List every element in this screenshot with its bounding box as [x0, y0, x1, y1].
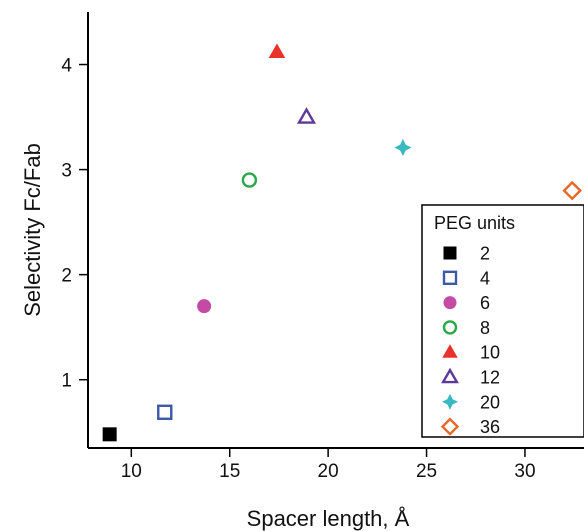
data-point-peg-10 [268, 43, 286, 58]
legend-label-peg-10: 10 [480, 343, 500, 363]
legend-marker-peg-20 [441, 393, 459, 410]
data-point-peg-6-shape [197, 299, 212, 314]
data-point-peg-8 [241, 172, 258, 188]
legend-marker-peg-8 [442, 320, 458, 335]
data-point-peg-4 [157, 404, 173, 420]
y-axis-title: Selectivity Fc/Fab [20, 143, 45, 317]
x-axis-title: Spacer length, Å [247, 506, 410, 531]
y-tick-label: 3 [61, 161, 72, 182]
legend-marker-peg-36 [440, 417, 460, 436]
legend-marker-peg-36-shape [440, 417, 460, 436]
legend-marker-peg-4-shape [442, 270, 458, 285]
data-point-peg-12 [296, 107, 317, 124]
data-point-peg-6 [197, 299, 212, 314]
data-point-peg-12-shape [296, 107, 317, 124]
x-tick-label: 25 [416, 461, 437, 482]
legend-label-peg-36: 36 [480, 417, 500, 437]
legend-marker-peg-2 [443, 246, 457, 260]
legend-label-peg-8: 8 [480, 318, 490, 338]
legend-label-peg-2: 2 [480, 244, 490, 264]
data-point-peg-20-shape [394, 138, 412, 157]
x-tick-label: 15 [219, 461, 240, 482]
data-point-peg-4-shape [157, 404, 173, 420]
legend-marker-peg-20-shape [441, 393, 459, 410]
legend-marker-peg-10 [442, 344, 458, 358]
legend-label-peg-20: 20 [480, 392, 500, 412]
data-point-peg-8-shape [241, 172, 258, 188]
data-points [102, 43, 583, 442]
legend-marker-peg-10-shape [442, 344, 458, 358]
legend-label-peg-4: 4 [480, 268, 490, 288]
y-tick-label: 4 [61, 56, 72, 77]
legend-label-peg-6: 6 [480, 293, 490, 313]
data-point-peg-10-shape [268, 43, 286, 58]
data-point-peg-2 [102, 427, 117, 442]
legend-marker-peg-8-shape [442, 320, 458, 335]
legend: PEG units 2 4 6 8 10 12 20 36 [421, 204, 584, 438]
x-tick-label: 10 [121, 461, 142, 482]
legend-marker-peg-12 [441, 367, 459, 384]
legend-marker-peg-2-shape [443, 246, 457, 260]
legend-marker-peg-6-shape [443, 296, 457, 310]
x-tick-label: 20 [318, 461, 339, 482]
legend-marker-peg-6 [443, 296, 457, 310]
y-tick-label: 2 [61, 266, 72, 287]
data-point-peg-2-shape [102, 427, 117, 442]
x-tick-label: 30 [514, 461, 535, 482]
legend-label-peg-12: 12 [480, 368, 500, 388]
data-point-peg-20 [394, 138, 412, 157]
legend-title: PEG units [434, 213, 515, 233]
data-point-peg-36 [562, 180, 583, 201]
legend-marker-peg-12-shape [441, 367, 459, 384]
y-tick-label: 1 [61, 371, 72, 392]
legend-marker-peg-4 [442, 270, 458, 285]
data-point-peg-36-shape [562, 180, 583, 201]
